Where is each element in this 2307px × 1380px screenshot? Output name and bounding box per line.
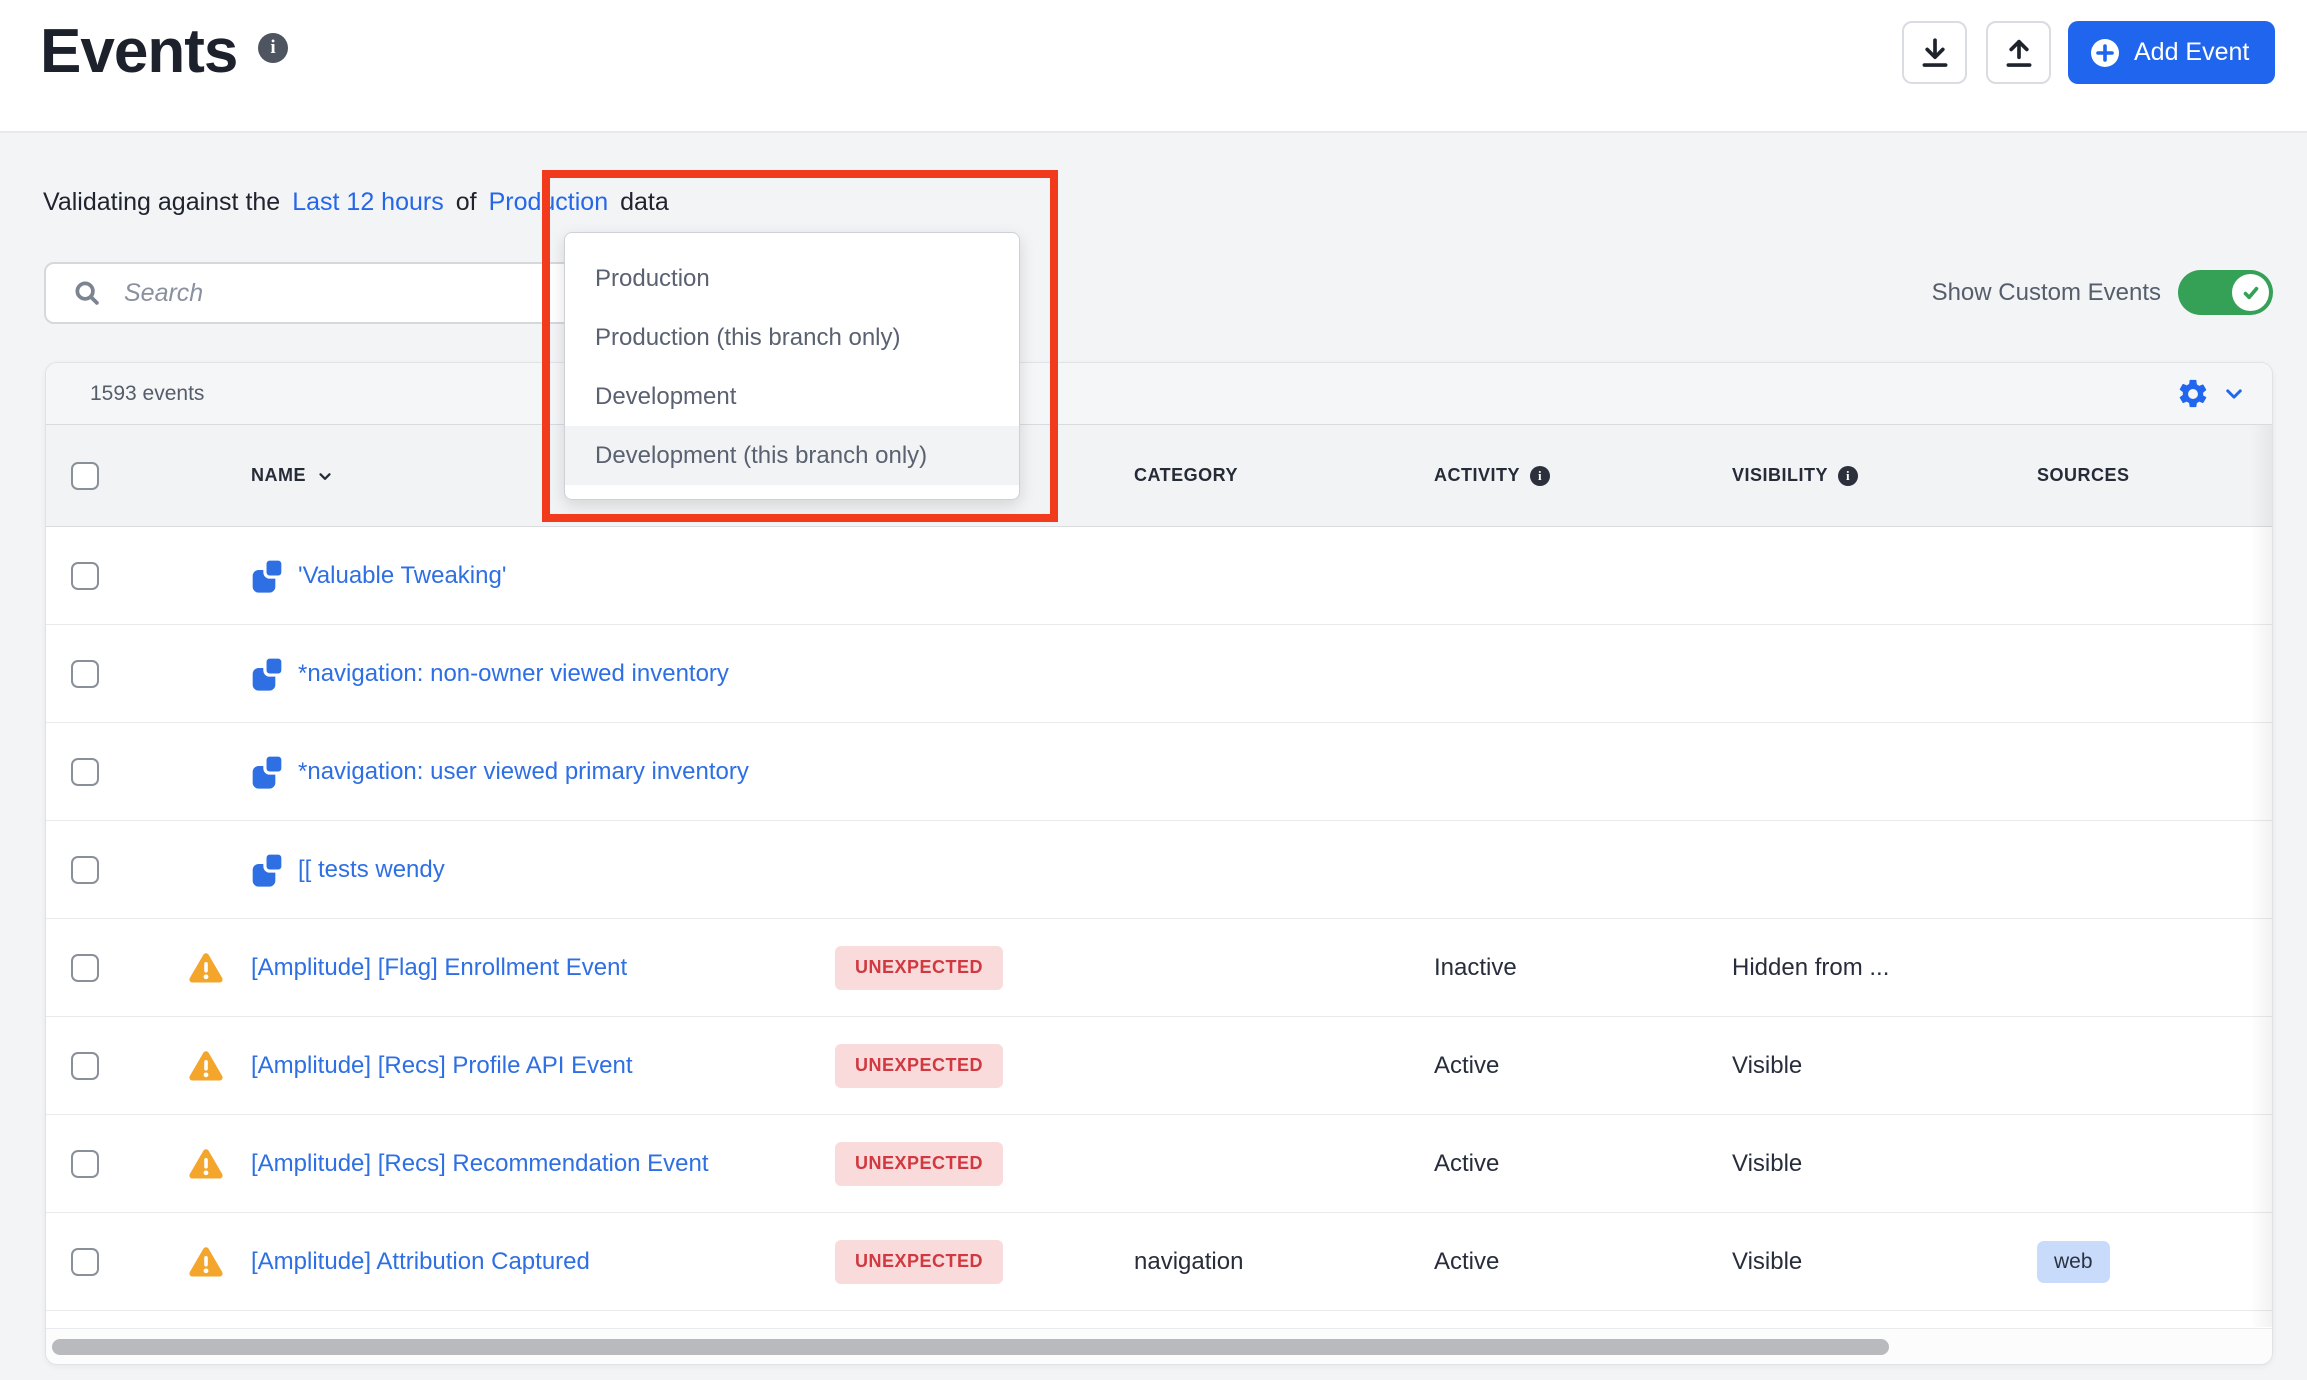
visibility-cell: Hidden from ... — [1732, 953, 1890, 981]
download-button[interactable] — [1902, 21, 1967, 84]
table-row: [Amplitude] [Recs] Recommendation Event … — [46, 1115, 2272, 1213]
validating-sentence: Validating against the Last 12 hours of … — [43, 188, 669, 217]
event-name-link[interactable]: [Amplitude] [Flag] Enrollment Event — [251, 953, 628, 981]
table-row: [Amplitude] [Recs] Profile API Event UNE… — [46, 1017, 2272, 1115]
event-template-icon — [251, 655, 285, 692]
table-row: [Amplitude] [Flag] Enrollment Event UNEX… — [46, 919, 2272, 1017]
row-checkbox[interactable] — [71, 757, 99, 786]
environment-link[interactable]: Production — [488, 188, 609, 216]
table-row: [Amplitude] Attribution Captured UNEXPEC… — [46, 1213, 2272, 1311]
toggle-knob — [2232, 274, 2269, 311]
horizontal-scrollbar — [46, 1329, 2272, 1364]
title-info-icon[interactable]: i — [258, 33, 288, 63]
show-custom-events-toggle[interactable] — [2178, 270, 2273, 315]
table-row: [[ tests wendy — [46, 821, 2272, 919]
validating-prefix: Validating against the — [43, 188, 281, 216]
status-badge: UNEXPECTED — [835, 1141, 1004, 1186]
show-custom-events-label: Show Custom Events — [1931, 279, 2161, 306]
validating-connector: of — [455, 188, 477, 216]
table-body: 'Valuable Tweaking' — [46, 527, 2272, 1311]
upload-button[interactable] — [1986, 21, 2051, 84]
event-template-icon — [251, 851, 285, 888]
column-header-category: CATEGORY — [1134, 465, 1239, 485]
event-name-link[interactable]: [Amplitude] [Recs] Recommendation Event — [251, 1149, 709, 1177]
category-cell: navigation — [1134, 1247, 1244, 1275]
activity-cell: Inactive — [1434, 953, 1517, 981]
warning-icon — [188, 1050, 224, 1082]
page-title: Events — [40, 17, 238, 86]
event-template-icon — [251, 753, 285, 790]
add-event-label: Add Event — [2134, 38, 2250, 66]
upload-icon — [2002, 36, 2036, 70]
gear-icon — [2176, 377, 2210, 411]
status-badge: UNEXPECTED — [835, 1239, 1004, 1284]
activity-info-icon[interactable]: i — [1530, 465, 1551, 486]
dropdown-option[interactable]: Production — [595, 265, 710, 292]
source-chip: web — [2037, 1240, 2110, 1283]
activity-cell: Active — [1434, 1149, 1500, 1177]
row-checkbox[interactable] — [71, 659, 99, 688]
select-all-checkbox[interactable] — [71, 461, 99, 490]
table-row: 'Valuable Tweaking' — [46, 527, 2272, 625]
activity-cell: Active — [1434, 1051, 1500, 1079]
row-checkbox[interactable] — [71, 855, 99, 884]
add-event-button[interactable]: Add Event — [2068, 21, 2275, 84]
event-name-link[interactable]: [[ tests wendy — [298, 855, 445, 883]
row-checkbox[interactable] — [71, 953, 99, 982]
table-header-row: NAME CATEGORY ACTIVITY i VISIBILITY i SO… — [46, 425, 2272, 527]
event-name-link[interactable]: 'Valuable Tweaking' — [298, 561, 507, 589]
row-checkbox[interactable] — [71, 1051, 99, 1080]
event-name-link[interactable]: *navigation: user viewed primary invento… — [298, 757, 749, 785]
visibility-cell: Visible — [1732, 1051, 1803, 1079]
event-name-link[interactable]: [Amplitude] [Recs] Profile API Event — [251, 1051, 633, 1079]
events-count-bar: 1593 events — [46, 363, 2272, 425]
dropdown-option[interactable]: Development — [595, 383, 737, 410]
event-name-link[interactable]: [Amplitude] Attribution Captured — [251, 1247, 590, 1275]
chevron-down-icon — [2224, 384, 2244, 404]
time-range-link[interactable]: Last 12 hours — [292, 188, 444, 216]
table-settings-button[interactable] — [2176, 377, 2244, 411]
column-header-activity: ACTIVITY i — [1434, 465, 1732, 486]
events-table-card: 1593 events NAME CAT — [45, 362, 2273, 1365]
download-icon — [1918, 36, 1952, 70]
column-header-sources: SOURCES — [2037, 465, 2130, 485]
events-count: 1593 events — [90, 381, 205, 405]
environment-dropdown-menu: Production Production (this branch only) D… — [564, 232, 1020, 500]
validating-suffix: data — [620, 188, 669, 216]
table-row: *navigation: user viewed primary invento… — [46, 723, 2272, 821]
event-template-icon — [251, 557, 285, 594]
warning-icon — [188, 1246, 224, 1278]
page-header: Events i Add Event — [0, 0, 2307, 133]
dropdown-option[interactable]: Production (this branch only) — [595, 324, 901, 351]
search-icon — [72, 278, 102, 308]
table-tail-strip — [46, 1311, 2272, 1329]
column-header-name[interactable]: NAME — [236, 465, 835, 486]
column-header-visibility: VISIBILITY i — [1732, 465, 2037, 486]
horizontal-scrollbar-thumb[interactable] — [52, 1339, 1889, 1355]
visibility-cell: Visible — [1732, 1247, 1803, 1275]
activity-cell: Active — [1434, 1247, 1500, 1275]
visibility-cell: Visible — [1732, 1149, 1803, 1177]
sort-chevron-icon — [316, 467, 334, 485]
warning-icon — [188, 952, 224, 984]
visibility-info-icon[interactable]: i — [1838, 465, 1859, 486]
status-badge: UNEXPECTED — [835, 945, 1004, 990]
dropdown-option[interactable]: Development (this branch only) — [565, 426, 1019, 485]
table-row: *navigation: non-owner viewed inventory — [46, 625, 2272, 723]
status-badge: UNEXPECTED — [835, 1043, 1004, 1088]
event-name-link[interactable]: *navigation: non-owner viewed inventory — [298, 659, 729, 687]
plus-circle-icon — [2090, 38, 2120, 68]
row-checkbox[interactable] — [71, 561, 99, 590]
warning-icon — [188, 1148, 224, 1180]
row-checkbox[interactable] — [71, 1149, 99, 1178]
row-checkbox[interactable] — [71, 1247, 99, 1276]
sources-cell: web — [2037, 1240, 2272, 1283]
